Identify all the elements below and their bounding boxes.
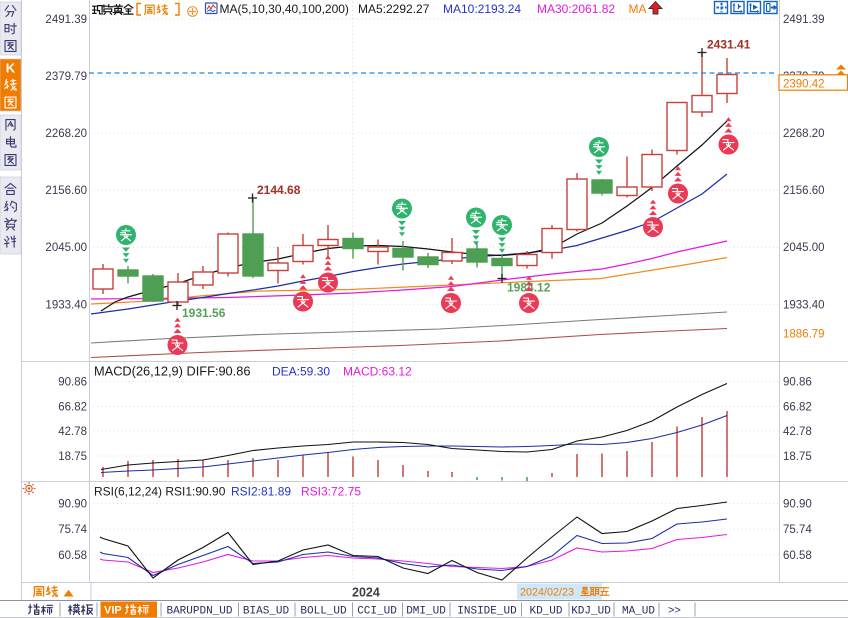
svg-text:60.58: 60.58 <box>58 550 87 562</box>
svg-text:DEA:59.30: DEA:59.30 <box>272 365 330 379</box>
svg-text:1886.79: 1886.79 <box>783 329 825 341</box>
svg-text:BARUPDN_UD: BARUPDN_UD <box>166 606 232 618</box>
svg-text:2024: 2024 <box>352 586 380 600</box>
svg-text:MA_UD: MA_UD <box>622 606 655 618</box>
svg-text:CCI_UD: CCI_UD <box>357 606 397 618</box>
svg-text:66.82: 66.82 <box>58 402 87 414</box>
svg-text:2268.20: 2268.20 <box>45 128 87 140</box>
svg-text:90.86: 90.86 <box>783 377 812 389</box>
svg-text:2156.60: 2156.60 <box>783 185 825 197</box>
svg-text:BIAS_UD: BIAS_UD <box>243 606 290 618</box>
svg-text:2268.20: 2268.20 <box>783 128 825 140</box>
svg-text:42.78: 42.78 <box>783 426 812 438</box>
svg-text:90.90: 90.90 <box>58 499 87 511</box>
svg-text:KD_UD: KD_UD <box>529 606 562 618</box>
svg-text:2379.79: 2379.79 <box>45 71 87 83</box>
svg-text:MACD(26,12,9) DIFF:90.86: MACD(26,12,9) DIFF:90.86 <box>94 364 250 379</box>
svg-text:75.74: 75.74 <box>58 524 87 536</box>
svg-text:60.58: 60.58 <box>783 550 812 562</box>
svg-text:MA5:2292.27: MA5:2292.27 <box>358 2 430 16</box>
svg-text:RSI(6,12,24) RSI1:90.90: RSI(6,12,24) RSI1:90.90 <box>94 485 226 499</box>
svg-text:2431.41: 2431.41 <box>707 38 751 52</box>
svg-text:MA(5,10,30,40,100,200): MA(5,10,30,40,100,200) <box>220 2 349 16</box>
svg-text:18.75: 18.75 <box>783 451 812 463</box>
svg-text:90.90: 90.90 <box>783 499 812 511</box>
svg-text:1931.56: 1931.56 <box>182 306 226 320</box>
svg-text:2491.39: 2491.39 <box>45 14 87 26</box>
svg-text:MA10:2193.24: MA10:2193.24 <box>443 2 521 16</box>
svg-text:MA: MA <box>629 2 647 16</box>
svg-text:2156.60: 2156.60 <box>45 185 87 197</box>
svg-text:INSIDE_UD: INSIDE_UD <box>457 606 517 618</box>
svg-text:KDJ_UD: KDJ_UD <box>571 606 611 618</box>
svg-text:1933.40: 1933.40 <box>45 299 87 311</box>
svg-text:2045.00: 2045.00 <box>45 242 87 254</box>
svg-text:18.75: 18.75 <box>58 451 87 463</box>
svg-text:DMI_UD: DMI_UD <box>406 606 446 618</box>
svg-text:RSI3:72.75: RSI3:72.75 <box>301 485 361 499</box>
svg-text:K: K <box>6 61 16 76</box>
svg-text:66.82: 66.82 <box>783 402 812 414</box>
svg-text:2491.39: 2491.39 <box>783 14 825 26</box>
svg-text:90.86: 90.86 <box>58 377 87 389</box>
svg-text:2024/02/23: 2024/02/23 <box>520 587 574 599</box>
svg-text:MACD:63.12: MACD:63.12 <box>343 365 412 379</box>
svg-text:>>: >> <box>668 605 681 617</box>
svg-text:1933.40: 1933.40 <box>783 299 825 311</box>
svg-text:VIP: VIP <box>104 605 122 617</box>
svg-text:42.78: 42.78 <box>58 426 87 438</box>
svg-text:BOLL_UD: BOLL_UD <box>300 606 347 618</box>
svg-text:75.74: 75.74 <box>783 524 812 536</box>
svg-text:2045.00: 2045.00 <box>783 242 825 254</box>
svg-text:2144.68: 2144.68 <box>257 183 301 197</box>
svg-text:MA30:2061.82: MA30:2061.82 <box>537 2 615 16</box>
svg-text:RSI2:81.89: RSI2:81.89 <box>231 485 291 499</box>
svg-text:2390.42: 2390.42 <box>783 78 825 90</box>
